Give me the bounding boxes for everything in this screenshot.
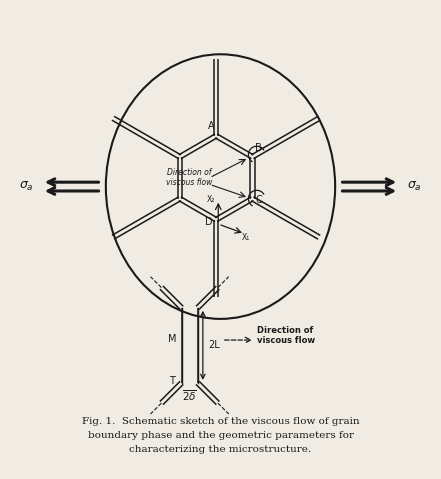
Text: $\overline{2\delta}$: $\overline{2\delta}$ bbox=[182, 388, 197, 403]
Text: T: T bbox=[169, 376, 175, 386]
Text: $\sigma_a$: $\sigma_a$ bbox=[19, 180, 34, 193]
Text: Direction of
viscous flow: Direction of viscous flow bbox=[166, 168, 213, 187]
Text: Direction of
viscous flow: Direction of viscous flow bbox=[257, 326, 315, 345]
Text: $\sigma_a$: $\sigma_a$ bbox=[407, 180, 422, 193]
Text: Fig. 1.  Schematic sketch of the viscous flow of grain
boundary phase and the ge: Fig. 1. Schematic sketch of the viscous … bbox=[82, 417, 359, 454]
Text: B: B bbox=[255, 143, 262, 153]
Text: A: A bbox=[207, 122, 214, 131]
Text: D: D bbox=[205, 217, 213, 228]
Text: X₁: X₁ bbox=[242, 233, 250, 242]
Text: C: C bbox=[256, 195, 262, 205]
Text: M: M bbox=[168, 334, 176, 344]
Text: 2L: 2L bbox=[208, 341, 220, 350]
Text: X₂: X₂ bbox=[207, 195, 215, 205]
